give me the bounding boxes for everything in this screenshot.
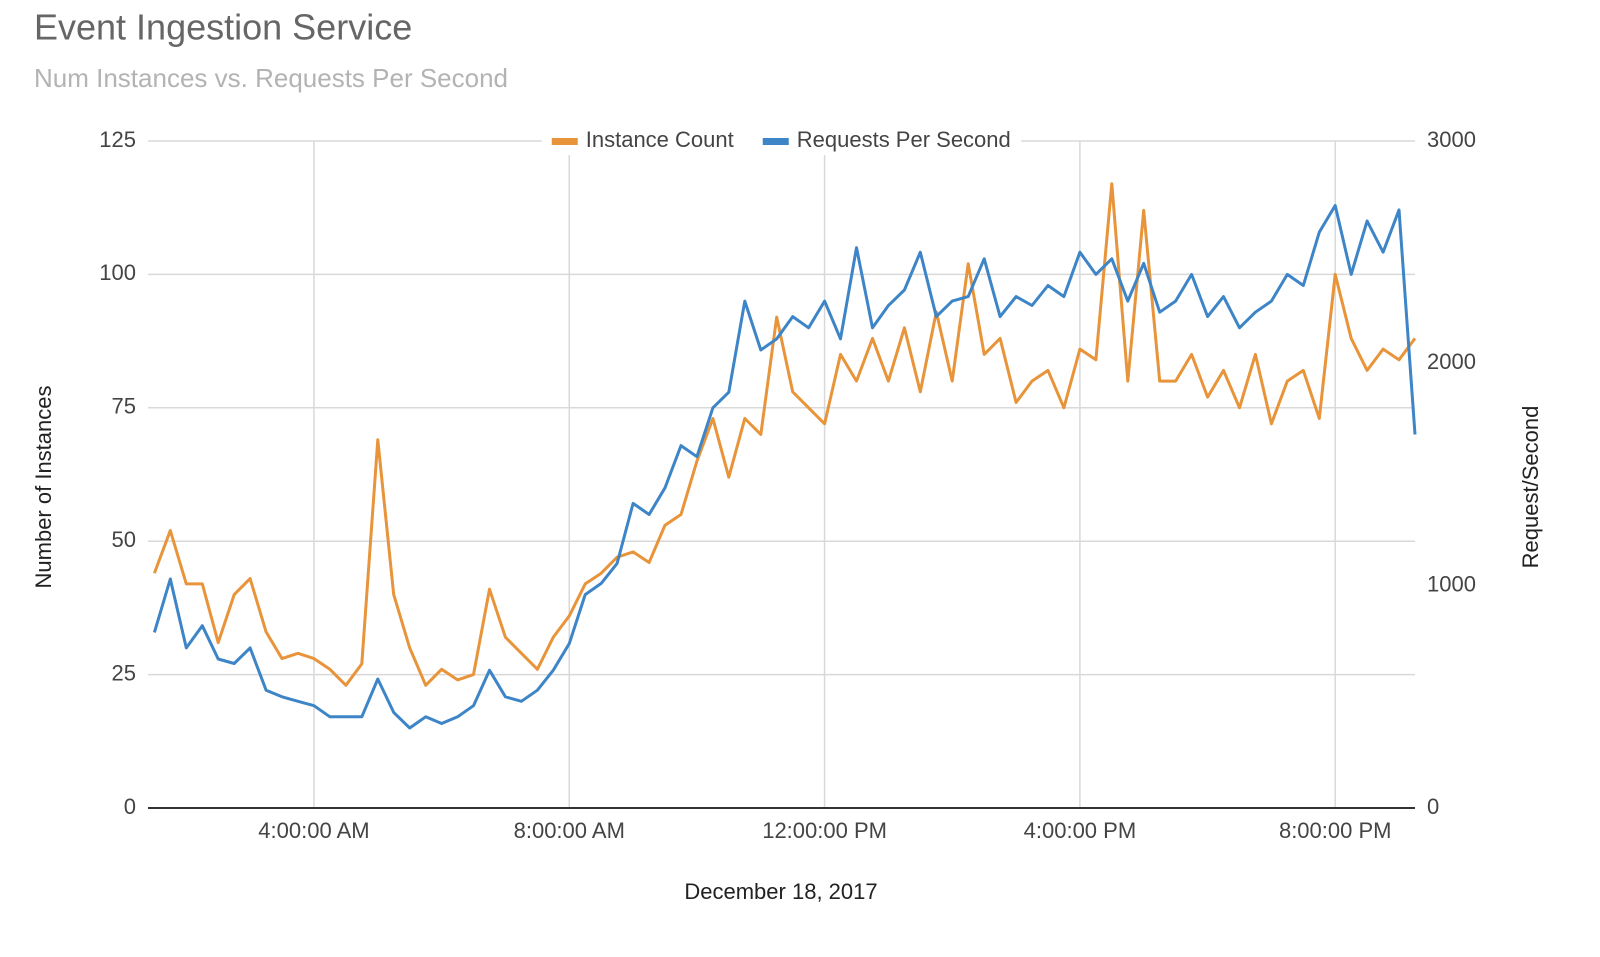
y-axis-title: Number of Instances	[31, 386, 56, 589]
legend-label: Instance Count	[586, 127, 734, 152]
x-tick-label: 8:00:00 AM	[514, 818, 625, 843]
y2-axis-title: Request/Second	[1518, 406, 1543, 569]
x-tick-label: 8:00:00 PM	[1279, 818, 1392, 843]
y2-tick-label: 2000	[1427, 349, 1476, 374]
y2-tick-label: 1000	[1427, 571, 1476, 596]
y-tick-label: 50	[112, 527, 136, 552]
legend-swatch	[762, 138, 789, 145]
series-line	[152, 182, 1417, 687]
y-tick-label: 100	[99, 260, 136, 285]
series-line	[152, 204, 1417, 730]
y-tick-label: 125	[99, 127, 136, 152]
legend-swatch	[551, 138, 578, 145]
x-tick-label: 4:00:00 AM	[258, 818, 369, 843]
y-tick-label: 25	[112, 660, 136, 685]
y-tick-label: 0	[124, 794, 136, 819]
x-axis-title: December 18, 2017	[684, 879, 877, 904]
chart-subtitle: Num Instances vs. Requests Per Second	[34, 63, 508, 93]
x-tick-label: 4:00:00 PM	[1024, 818, 1137, 843]
chart-title: Event Ingestion Service	[34, 7, 412, 48]
legend-label: Requests Per Second	[797, 127, 1011, 152]
x-tick-label: 12:00:00 PM	[762, 818, 887, 843]
y-tick-label: 75	[112, 394, 136, 419]
y2-tick-label: 3000	[1427, 127, 1476, 152]
y2-tick-label: 0	[1427, 794, 1439, 819]
